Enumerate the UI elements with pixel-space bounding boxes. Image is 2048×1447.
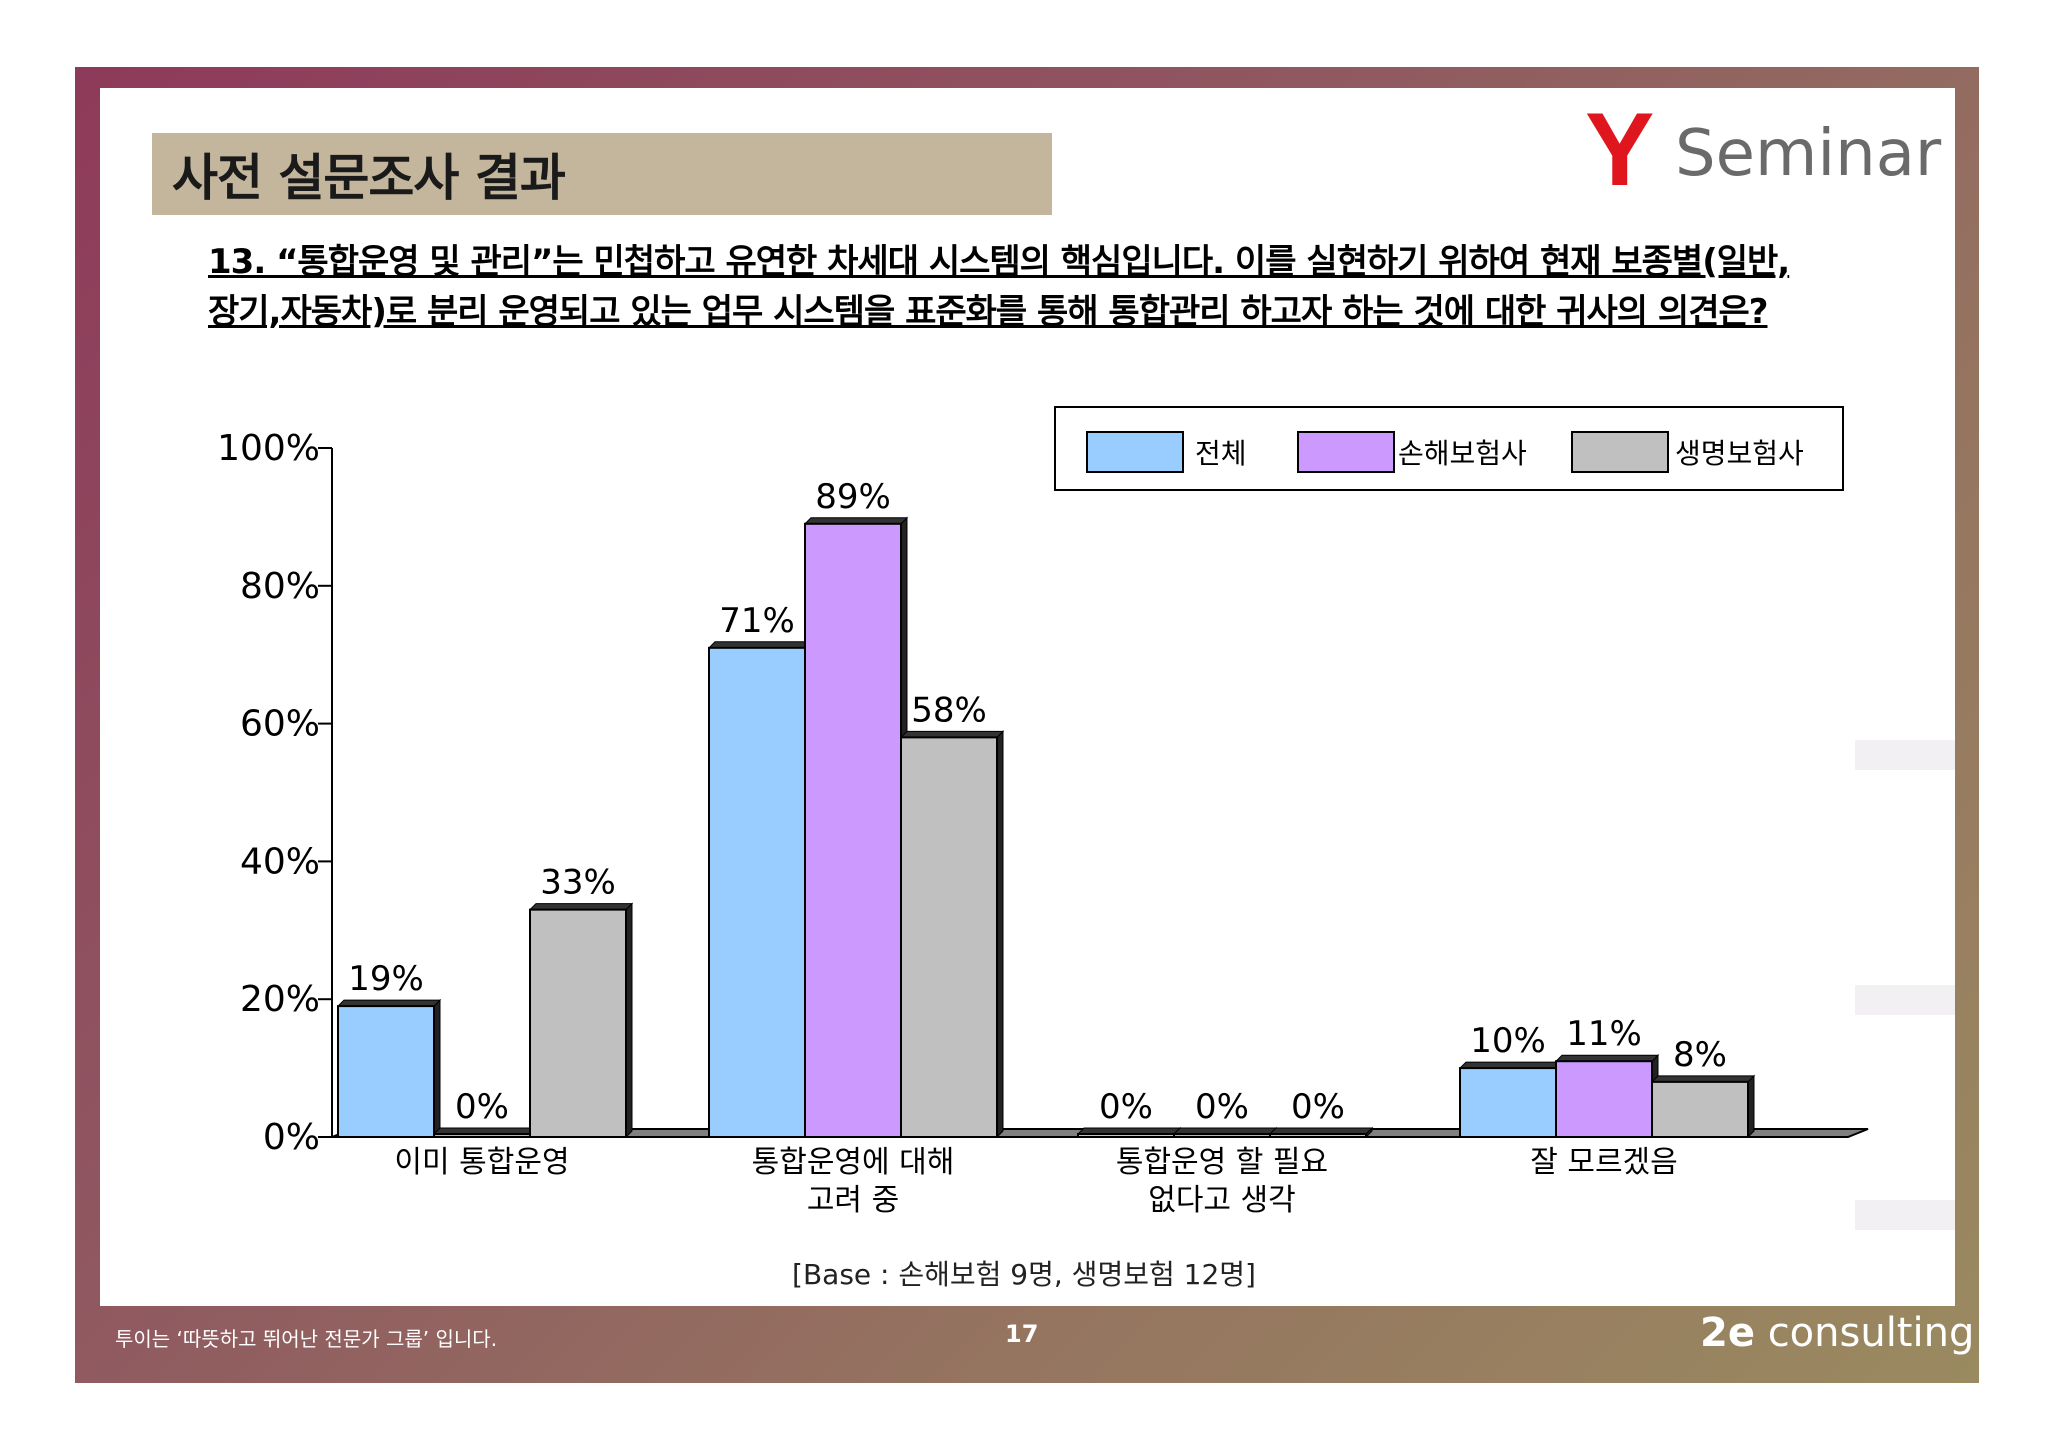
page-number: 17	[1005, 1320, 1039, 1348]
legend-label: 손해보험사	[1398, 437, 1527, 470]
question-text: 13. “통합운영 및 관리”는 민첩하고 유연한 차세대 시스템의 핵심입니다…	[208, 237, 1898, 337]
footer-tagline: 투이는 ‘따뜻하고 뛰어난 전문가 그룹’ 입니다.	[115, 1327, 498, 1351]
y-tick-label: 0%	[263, 1117, 320, 1158]
x-category-label: 잘 모르겠음	[1530, 1145, 1678, 1180]
y-tick-label: 40%	[240, 841, 320, 882]
y-tick-label: 80%	[240, 566, 320, 607]
x-category-label: 이미 통합운영	[394, 1145, 569, 1180]
bar-value-label: 0%	[1291, 1087, 1345, 1127]
bar-value-label: 10%	[1470, 1021, 1546, 1061]
title-box	[152, 133, 1052, 215]
question-line-2: 장기,자동차)로 분리 운영되고 있는 업무 시스템을 표준화를 통해 통합관리…	[208, 292, 1769, 332]
question-line-1: 13. “통합운영 및 관리”는 민첩하고 유연한 차세대 시스템의 핵심입니다…	[208, 242, 1790, 282]
legend-box	[1054, 406, 1844, 491]
bar	[433, 1133, 531, 1138]
bar-value-label: 71%	[719, 601, 795, 641]
y-tick-label: 60%	[240, 704, 320, 745]
bar	[804, 522, 902, 1138]
bar-value-label: 8%	[1673, 1035, 1727, 1075]
bar	[337, 1005, 435, 1139]
legend-swatch	[1086, 431, 1184, 473]
logo-text: Seminar	[1675, 117, 1942, 191]
bar	[529, 908, 627, 1138]
bar-value-label: 33%	[540, 863, 616, 903]
bar	[1651, 1080, 1749, 1139]
footer-logo-mark: 2e	[1700, 1310, 1755, 1356]
legend-swatch	[1571, 431, 1669, 473]
bar-value-label: 0%	[1195, 1087, 1249, 1127]
y-tick-label: 20%	[240, 979, 320, 1020]
bar-value-label: 0%	[455, 1087, 509, 1127]
legend-label: 전체	[1195, 437, 1247, 470]
bar-value-label: 89%	[815, 477, 891, 517]
bar-value-label: 0%	[1099, 1087, 1153, 1127]
bar	[1459, 1067, 1557, 1138]
bar-value-label: 58%	[911, 690, 987, 730]
footer-brand: consulting	[1767, 1310, 1975, 1356]
logo-y-mark: Y	[1585, 92, 1655, 208]
decor-bar	[1855, 740, 1955, 770]
x-category-label: 통합운영 할 필요	[1116, 1145, 1328, 1180]
x-category-label: 통합운영에 대해	[752, 1145, 955, 1180]
legend-label: 생명보험사	[1675, 437, 1804, 470]
footer-logo: 2e consulting	[1700, 1310, 1974, 1356]
y-tick-label: 100%	[217, 428, 320, 469]
legend-swatch	[1297, 431, 1395, 473]
bar	[1269, 1133, 1367, 1138]
bar-value-label: 19%	[348, 959, 424, 999]
bar	[1077, 1133, 1175, 1138]
decor-bar	[1855, 1200, 1955, 1230]
bar	[1555, 1060, 1653, 1138]
bar	[900, 736, 998, 1138]
bar-value-label: 11%	[1566, 1014, 1642, 1054]
base-note: [Base : 손해보험 9명, 생명보험 12명]	[792, 1258, 1256, 1291]
decor-bar	[1855, 985, 1955, 1015]
bar	[1173, 1133, 1271, 1138]
x-category-label: 고려 중	[807, 1183, 899, 1218]
page-title: 사전 설문조사 결과	[172, 149, 566, 207]
x-category-label: 없다고 생각	[1148, 1183, 1296, 1218]
bar	[708, 646, 806, 1138]
